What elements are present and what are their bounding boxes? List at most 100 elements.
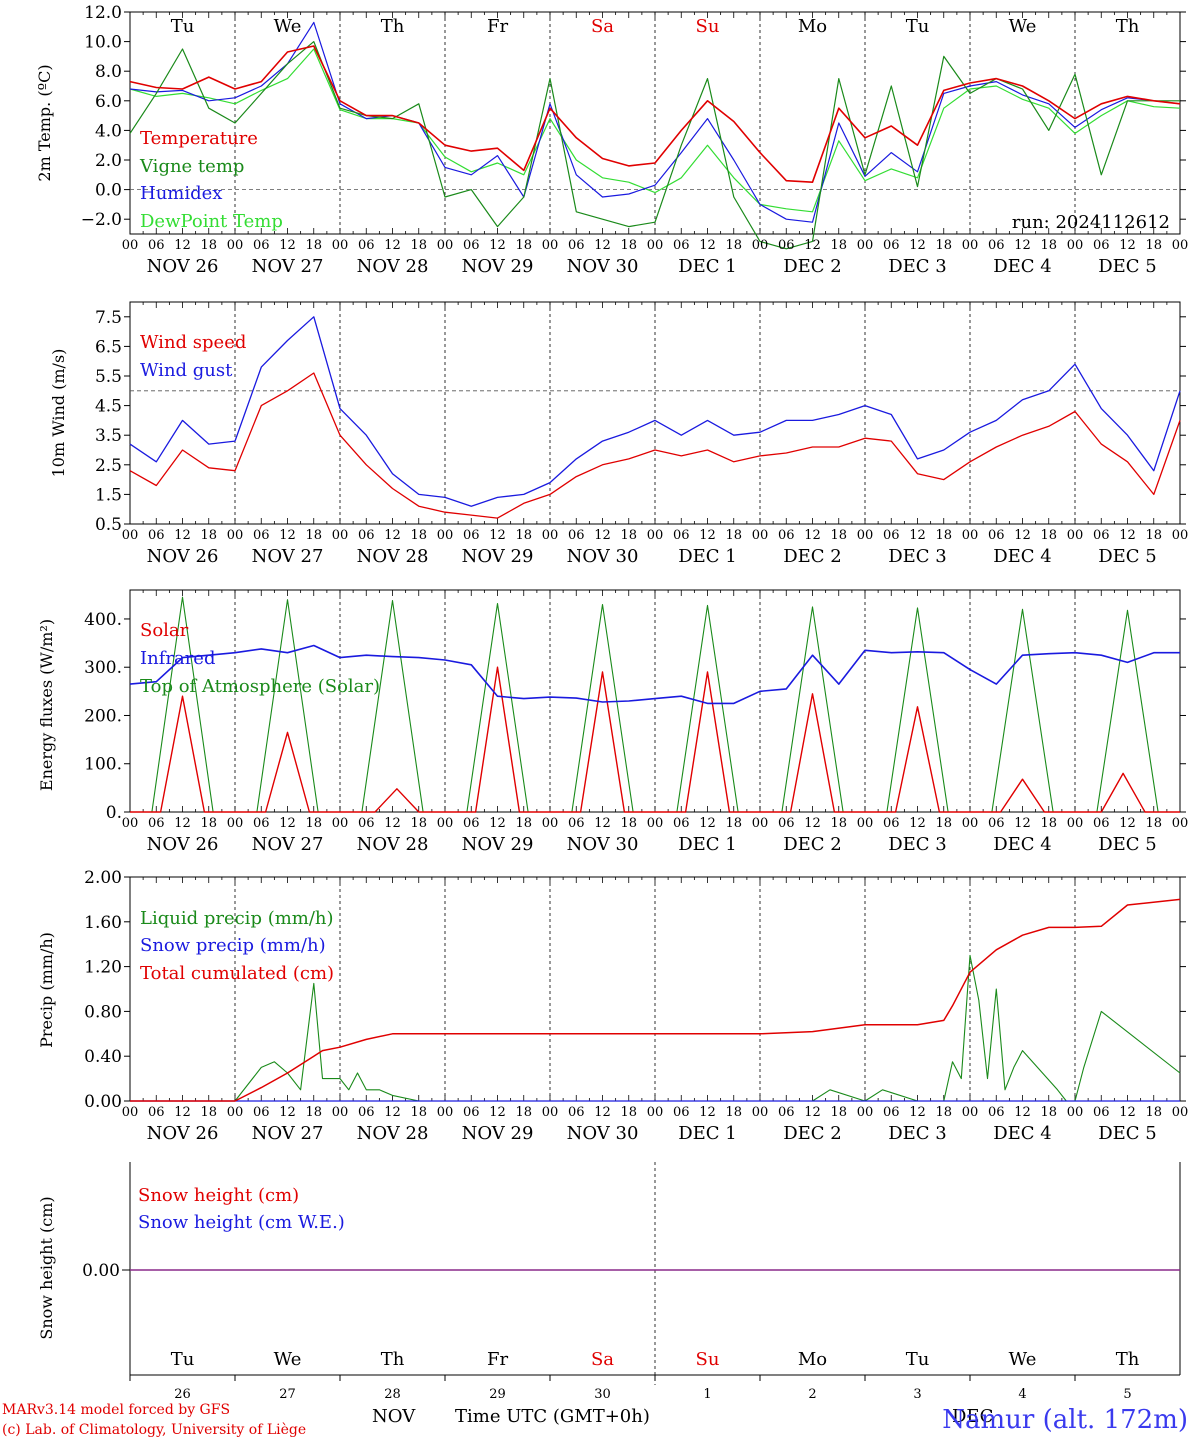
hour-tick-label: 06 bbox=[358, 528, 375, 543]
wind-ylabel: 10m Wind (m/s) bbox=[49, 349, 68, 478]
hour-tick-label: 06 bbox=[988, 238, 1005, 253]
wind-panel: 10m Wind (m/s) 7.56.55.54.53.52.51.50.5 … bbox=[49, 301, 1188, 567]
legend-total-cumulated: Total cumulated (cm) bbox=[140, 963, 334, 984]
hour-tick-label: 00 bbox=[857, 528, 874, 543]
hour-tick-label: 12 bbox=[699, 238, 716, 253]
date-label: NOV 27 bbox=[252, 1123, 324, 1144]
hour-tick-label: 00 bbox=[227, 528, 244, 543]
date-label: DEC 3 bbox=[888, 256, 947, 277]
y-tick-label: 2.5 bbox=[95, 456, 122, 476]
day-of-week-label: Fr bbox=[487, 1349, 508, 1370]
hour-tick-label: 12 bbox=[804, 528, 821, 543]
hour-tick-label: 00 bbox=[437, 816, 454, 831]
footer-month-dec: DEC bbox=[952, 1406, 993, 1427]
hour-tick-label: 12 bbox=[804, 816, 821, 831]
hour-tick-label: 00 bbox=[1067, 238, 1084, 253]
day-of-week-label: We bbox=[274, 1349, 302, 1370]
hour-tick-label: 06 bbox=[358, 238, 375, 253]
hour-tick-label: 06 bbox=[358, 816, 375, 831]
hour-tick-label: 06 bbox=[883, 238, 900, 253]
hour-tick-label: 06 bbox=[253, 816, 270, 831]
y-tick-label: 3.5 bbox=[95, 426, 122, 446]
y-tick-label: 6.5 bbox=[95, 337, 122, 357]
hour-tick-label: 00 bbox=[227, 1105, 244, 1120]
hour-tick-label: 12 bbox=[1014, 816, 1031, 831]
hour-tick-label: 18 bbox=[200, 238, 217, 253]
hour-tick-label: 00 bbox=[647, 528, 664, 543]
day-of-week-label: Tu bbox=[906, 1349, 930, 1370]
temperature-panel: 2m Temp. (ºC) 12.0 10.0 8.0 6.0 4.0 2.0 0.0 −2.… bbox=[35, 3, 1188, 277]
date-label: DEC 4 bbox=[993, 256, 1052, 277]
hour-tick-label: 12 bbox=[489, 238, 506, 253]
hour-tick-label: 00 bbox=[542, 528, 559, 543]
date-label: DEC 1 bbox=[678, 546, 737, 567]
hour-tick-label: 00 bbox=[962, 816, 979, 831]
hour-tick-label: 06 bbox=[463, 816, 480, 831]
hour-tick-label: 12 bbox=[594, 528, 611, 543]
day-number-label: 30 bbox=[594, 1387, 611, 1402]
hour-tick-label: 06 bbox=[778, 238, 795, 253]
hour-tick-label: 18 bbox=[1040, 816, 1057, 831]
footer-model: MARv3.14 model forced by GFS bbox=[2, 1402, 230, 1418]
hour-tick-label: 06 bbox=[673, 528, 690, 543]
legend-dewpoint: DewPoint Temp bbox=[140, 211, 283, 232]
hour-tick-label: 12 bbox=[384, 238, 401, 253]
y-tick-label: 0.00 bbox=[84, 1092, 122, 1112]
footer-month-nov: NOV bbox=[372, 1406, 416, 1427]
hour-tick-label: 12 bbox=[1014, 528, 1031, 543]
hour-tick-label: 18 bbox=[200, 1105, 217, 1120]
snow-ytick: 0.00 bbox=[82, 1261, 120, 1281]
y-tick-label: 2.0 bbox=[95, 151, 122, 171]
footer-lab: (c) Lab. of Climatology, University of L… bbox=[2, 1422, 306, 1438]
series-infrared bbox=[129, 644, 1180, 705]
series-liquid-precip bbox=[130, 954, 1181, 1102]
day-number-label: 4 bbox=[1018, 1387, 1026, 1402]
date-label: NOV 30 bbox=[567, 546, 639, 567]
hour-tick-label: 12 bbox=[1119, 238, 1136, 253]
hour-tick-label: 18 bbox=[1040, 528, 1057, 543]
hour-tick-label: 12 bbox=[804, 238, 821, 253]
y-tick-label: 0.80 bbox=[84, 1002, 122, 1022]
legend-wind-gust: Wind gust bbox=[140, 360, 233, 381]
series-vigne-temp bbox=[129, 40, 1180, 250]
day-of-week-label: Fr bbox=[487, 16, 508, 37]
day-number-label: 3 bbox=[913, 1387, 921, 1402]
hour-tick-label: 12 bbox=[909, 816, 926, 831]
y-tick-label: 200. bbox=[84, 706, 122, 726]
day-number-label: 28 bbox=[384, 1387, 401, 1402]
hour-tick-label: 00 bbox=[122, 816, 139, 831]
y-tick-label: 5.5 bbox=[95, 367, 122, 387]
hour-tick-label: 00 bbox=[437, 528, 454, 543]
hour-tick-label: 18 bbox=[725, 528, 742, 543]
hour-tick-label: 06 bbox=[1093, 238, 1110, 253]
hour-tick-label: 18 bbox=[410, 816, 427, 831]
hour-tick-label: 12 bbox=[279, 528, 296, 543]
hour-tick-label: 00 bbox=[437, 238, 454, 253]
day-of-week-label: Su bbox=[696, 16, 720, 37]
hour-tick-label: 06 bbox=[568, 1105, 585, 1120]
day-of-week-label: We bbox=[1009, 16, 1037, 37]
hour-tick-label: 18 bbox=[1145, 528, 1162, 543]
day-of-week-label: Th bbox=[381, 16, 405, 37]
day-of-week-label: Tu bbox=[171, 1349, 195, 1370]
legend-wind-speed: Wind speed bbox=[140, 332, 246, 353]
hour-tick-label: 00 bbox=[122, 528, 139, 543]
hour-tick-label: 18 bbox=[305, 816, 322, 831]
date-label: DEC 2 bbox=[783, 1123, 842, 1144]
hour-tick-label: 06 bbox=[148, 238, 165, 253]
hour-tick-label: 18 bbox=[200, 528, 217, 543]
snow-panel: Snow height (cm) 0.00 Snow height (cm) S… bbox=[37, 1162, 1181, 1402]
hour-tick-label: 12 bbox=[1014, 238, 1031, 253]
hour-tick-label: 06 bbox=[988, 816, 1005, 831]
y-tick-label: 4.5 bbox=[95, 397, 122, 417]
date-label: NOV 28 bbox=[357, 834, 429, 855]
hour-tick-label: 06 bbox=[883, 528, 900, 543]
hour-tick-label: 06 bbox=[883, 1105, 900, 1120]
hour-tick-label: 00 bbox=[1067, 1105, 1084, 1120]
hour-tick-label: 12 bbox=[489, 1105, 506, 1120]
hour-tick-label: 06 bbox=[673, 816, 690, 831]
hour-tick-label: 00 bbox=[332, 238, 349, 253]
hour-tick-label: 00 bbox=[542, 238, 559, 253]
hour-tick-label: 06 bbox=[778, 1105, 795, 1120]
